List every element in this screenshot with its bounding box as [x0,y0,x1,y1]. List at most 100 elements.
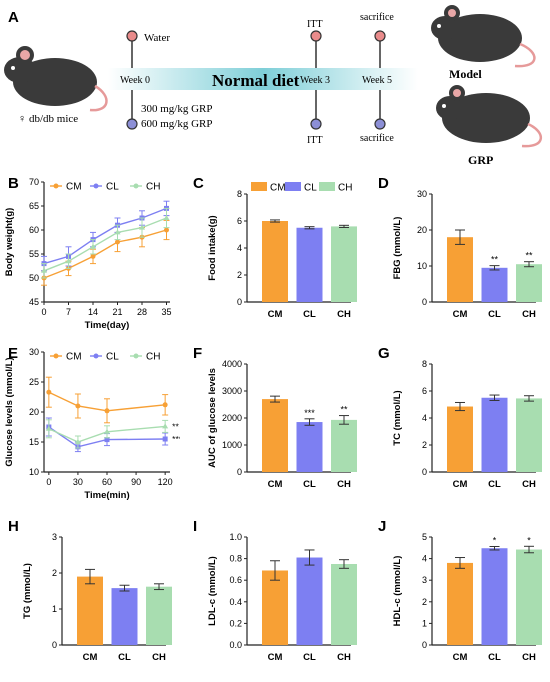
significance-mark: * [493,536,497,546]
significance-mark: *** [304,408,315,418]
data-point-CL [104,437,110,443]
x-tick-label: 120 [158,477,173,487]
y-tick-label: 0.4 [229,597,242,607]
experiment-schematic: A ♀ db/db mice Week 0 Normal diet Week 3… [4,5,542,167]
x-tick-label: CL [488,652,501,663]
grp-marker [126,118,138,130]
data-point-CM [46,389,52,395]
y-tick-label: 2000 [222,413,242,423]
y-tick-label: 4 [237,243,242,253]
y-tick-label: 2 [237,270,242,280]
legend-label: CM [270,183,286,194]
y-tick-label: 70 [29,177,39,187]
significance-mark: *** [172,434,180,444]
panel-label: E [8,345,18,362]
data-point-CH [139,224,145,230]
y-axis-label: Body weight(g) [4,208,15,277]
y-tick-label: 0.0 [229,640,242,650]
bar-CL [296,557,323,645]
y-tick-label: 0 [237,467,242,477]
y-tick-label: 60 [29,225,39,235]
data-point-CH [74,439,81,444]
y-tick-label: 0 [422,297,427,307]
bar-CH [331,226,357,302]
ldl-chart: 0.0 0.2 0.4 0.6 0.8 1.0 LDL-c (mmol/L) I CM CL CH [193,518,357,663]
y-tick-label: 0.8 [229,554,242,564]
x-tick-label: CL [303,479,316,490]
series-line-CL [43,207,167,265]
sacrifice-top-marker [374,30,386,42]
x-tick-label: CH [152,652,166,663]
panel-label: I [193,518,197,535]
y-tick-label: 4000 [222,359,242,369]
y-tick-label: 1 [422,618,427,628]
water-marker [126,30,138,42]
x-tick-label: 90 [131,477,141,487]
bar-CM [447,237,473,302]
bar-CL [481,397,508,472]
y-tick-label: 4 [422,554,427,564]
data-point-CH [65,258,72,264]
model-label: Model [449,67,482,81]
data-point-CH [104,428,110,434]
x-axis-label: Time(day) [85,320,130,331]
panel-label: F [193,345,202,362]
data-point-CM [162,402,168,408]
y-tick-label: 0 [422,467,427,477]
bar-CL [111,588,138,645]
itt-bottom-label: ITT [307,135,323,146]
legend-marker-CM [53,353,59,359]
itt-top-label: ITT [307,19,323,30]
significance-mark: * [527,535,531,545]
bar-CH [146,586,172,645]
x-tick-label: 7 [66,307,71,317]
legend-marker-CM [53,183,59,189]
significance-mark: ** [525,251,533,261]
data-point-CM [75,403,81,409]
tg-chart: 0 1 2 3 TG (mmol/L) H CM CL CH [8,518,172,663]
legend-marker-CL [93,183,99,189]
bar-CL [296,422,323,472]
data-point-CL [162,436,168,442]
legend-swatch-CM [251,182,267,191]
y-tick-label: 8 [422,359,427,369]
legend-swatch-CL [285,182,301,191]
data-point-CH [163,215,170,220]
y-tick-label: 1 [52,604,57,614]
y-tick-label: 3000 [222,386,242,396]
data-point-CM [115,239,120,245]
y-tick-label: 30 [29,347,39,357]
legend-label: CM [66,182,82,193]
y-axis-label: TG (mmol/L) [22,563,33,619]
y-tick-label: 50 [29,273,39,283]
y-tick-label: 20 [29,407,39,417]
normal-diet-band [108,68,418,90]
y-tick-label: 10 [29,467,39,477]
diet-label: Normal diet [212,71,300,90]
bar-CM [447,562,473,645]
x-tick-label: CM [453,652,468,663]
y-tick-label: 0 [422,640,427,650]
hdl-chart: 0 1 2 3 4 5 HDL-c (mmol/L) J CM CL * CH * [378,518,542,663]
bar-CH [516,264,542,302]
x-tick-label: 60 [102,477,112,487]
bar-CM [262,221,288,302]
x-tick-label: CL [488,309,501,320]
data-point-CM [90,253,96,259]
y-tick-label: 0 [237,297,242,307]
db-db-mouse-image [4,46,108,112]
x-tick-label: CM [268,309,283,320]
y-axis-label: LDL-c (mmol/L) [207,556,218,626]
y-axis-label: HDL-c (mmol/L) [392,556,403,627]
x-tick-label: 21 [112,307,122,317]
bar-CM [447,406,473,472]
bar-CL [481,267,508,302]
y-tick-label: 65 [29,201,39,211]
x-tick-label: CM [268,652,283,663]
x-tick-label: 30 [73,477,83,487]
panel-label: D [378,175,389,192]
y-tick-label: 8 [237,189,242,199]
panel-label: H [8,518,19,535]
y-tick-label: 6 [237,216,242,226]
x-tick-label: CL [488,479,501,490]
